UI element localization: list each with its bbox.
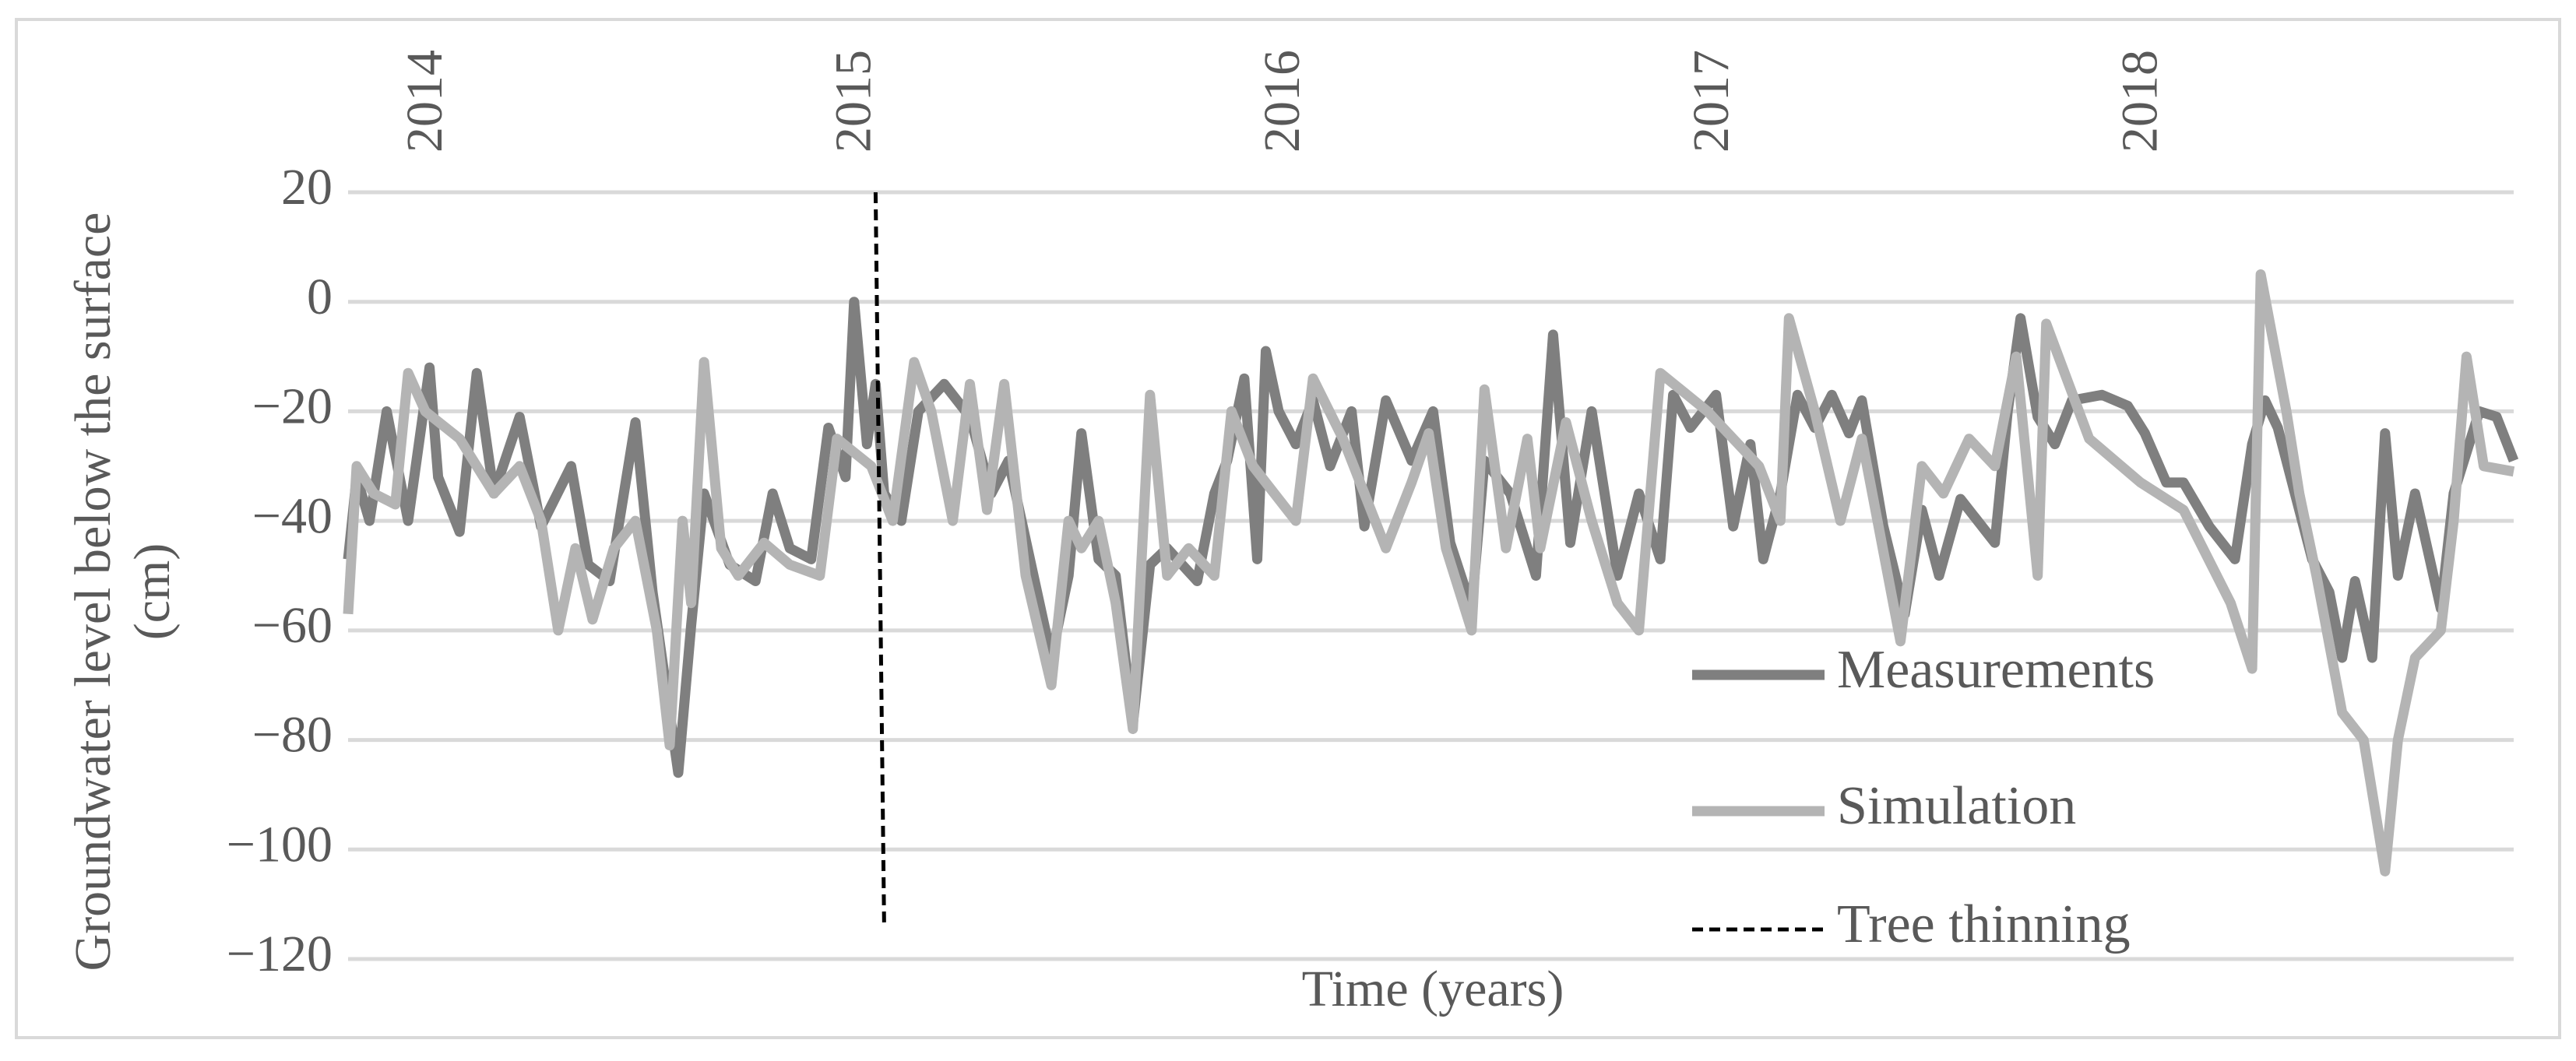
x-tick-label: 2016 [1254,50,1311,153]
x-tick-label: 2017 [1683,50,1740,153]
y-tick-label: −100 [227,816,333,873]
legend-label: Simulation [1837,776,2076,836]
y-tick-label: −120 [227,926,333,982]
y-tick-label: −40 [252,487,333,544]
legend-label: Tree thinning [1837,894,2131,954]
chart-border [15,18,2561,1039]
y-tick-label: −20 [252,378,333,435]
x-tick-label: 2018 [2112,50,2169,153]
series-line [873,191,886,926]
series-line [343,269,2515,877]
y-tick-label: 0 [307,269,333,325]
y-tick-label: −60 [252,597,333,654]
legend-label: Measurements [1837,640,2155,700]
x-tick-label: 2015 [825,50,882,153]
x-tick-label: 2014 [396,50,453,153]
x-axis-title: Time (years) [1302,961,1564,1017]
y-axis-title: Groundwater level below the surface (cm) [65,212,181,971]
y-tick-label: 20 [281,159,333,216]
y-tick-label: −80 [252,707,333,764]
